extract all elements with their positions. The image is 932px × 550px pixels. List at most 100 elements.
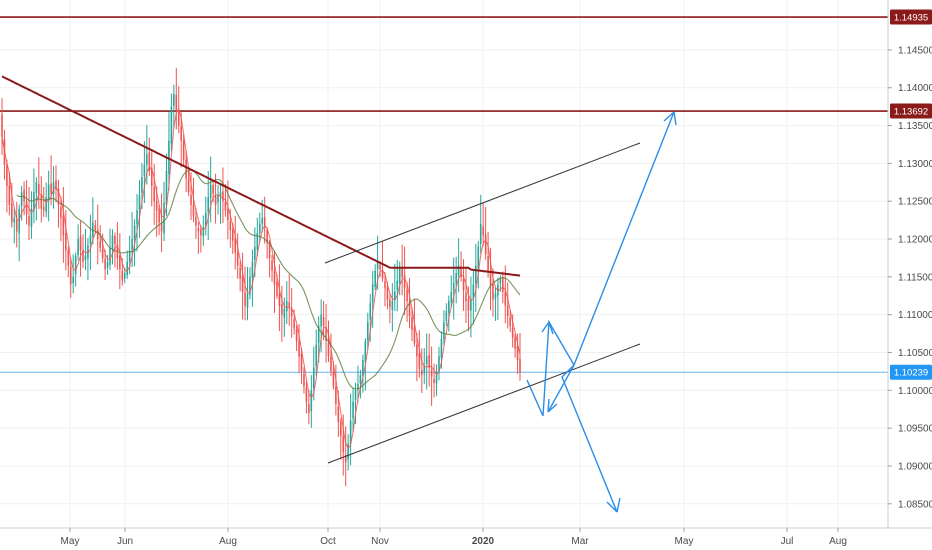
candle-body [492,284,494,300]
candle-body [406,289,408,302]
candle-body [288,302,291,308]
candle-body [472,284,475,299]
candle-body [72,276,74,284]
candle-body [170,106,173,144]
candle-body [487,255,489,271]
candle-body [369,303,372,320]
candle-body [364,341,367,362]
candle-body [371,284,374,303]
arrowhead [548,321,554,335]
drawing-tools [324,111,677,513]
candle-body [381,270,384,279]
candle-body [347,443,349,460]
candle-body [484,234,487,255]
candle-body [50,183,52,194]
candle-body [106,261,109,268]
candle-body [146,154,148,165]
candle-body [244,292,246,306]
candle-body [150,168,153,187]
candle-body [268,243,271,258]
candle-body [285,301,288,312]
candle-body [11,203,13,223]
candle-body [384,281,386,289]
candle-body [440,338,443,359]
candle-body [128,250,131,262]
ma-slow-line [1,75,521,277]
candle-body [339,421,342,436]
candle-body [293,319,295,329]
candle-body [516,346,519,361]
y-tick-label: 1.11500 [898,272,932,283]
candle-body [141,177,143,193]
candle-body [42,207,45,211]
candle-body [219,192,222,197]
candle-body [266,230,268,243]
arrowhead [606,501,618,513]
candle-body [401,267,403,277]
candle-body [217,195,219,203]
candle-body [234,238,237,253]
projection-arrow-1[interactable] [547,364,575,413]
candle-body [396,280,399,290]
candle-body [450,291,453,303]
candle-body [376,261,379,270]
candle-body [438,356,440,373]
candle-body [263,217,266,228]
candle-body [168,140,170,174]
x-tick-label: Jun [117,536,133,547]
x-tick-label: May [61,536,80,547]
candle-body [182,140,185,160]
candle-body [332,372,335,387]
candle-body [207,197,210,212]
candle-body [185,159,187,179]
candle-body [200,229,202,236]
candle-body [475,265,477,284]
candle-body [163,202,165,234]
candle-body [165,170,168,205]
candle-body [177,111,180,126]
candle-body [15,219,18,232]
candle-body [77,239,79,256]
candle-body [40,195,43,209]
candle-body [45,197,47,212]
candle-body [254,246,256,260]
candle-body [131,239,133,251]
candle-body [60,207,62,218]
candle-body [379,264,381,270]
arrowhead [616,497,621,513]
candle-body [308,404,310,414]
candle-body [192,204,195,217]
channel-upper-line[interactable] [324,142,641,264]
arrowhead [541,321,550,333]
candle-body [310,390,313,412]
candle-body [403,275,406,289]
candle-body [416,344,418,357]
projection-arrow-2[interactable] [561,364,618,513]
candle-body [197,228,200,232]
candle-body [448,301,450,313]
candle-body [222,191,224,202]
candle-body [519,359,521,373]
candle-body [433,379,435,383]
candle-body [126,261,129,275]
candle-body [187,178,190,193]
candle-body [312,367,315,388]
candle-body [175,94,178,111]
candle-body [133,225,136,240]
candle-body [8,185,11,205]
candle-body [84,255,87,260]
y-tick-label: 1.12500 [898,197,932,208]
candle-body [315,344,318,367]
y-tick-label: 1.09000 [898,461,932,472]
candle-body [87,245,89,259]
price-badge-label: 1.10239 [894,368,928,379]
candle-body [227,209,229,221]
candle-body [411,316,413,330]
candle-body [180,126,183,141]
candle-body [352,401,354,419]
candle-body [35,182,38,194]
candle-body [38,183,40,194]
channel-lower-line[interactable] [327,343,641,464]
candle-body [28,216,30,226]
